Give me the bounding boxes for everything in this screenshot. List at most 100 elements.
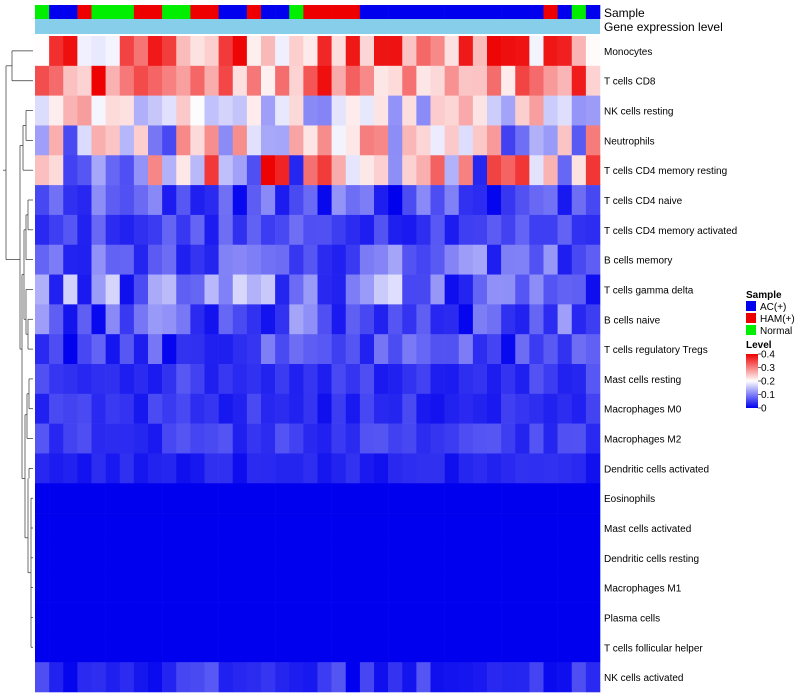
heatmap-cell <box>515 483 530 514</box>
heatmap-cell <box>585 334 601 365</box>
heatmap-cell <box>303 393 318 424</box>
sample-cell <box>246 5 262 19</box>
expression-level-track <box>35 19 600 34</box>
heatmap-cell <box>374 393 389 424</box>
heatmap-cell <box>529 185 544 216</box>
heatmap-cell <box>487 572 502 603</box>
heatmap-cell <box>105 423 121 454</box>
heatmap-cell <box>458 244 474 275</box>
heatmap-cell <box>472 632 488 663</box>
heatmap-cell <box>261 185 276 216</box>
heatmap-cell <box>472 364 488 395</box>
heatmap-cell <box>77 214 92 246</box>
heatmap-cell <box>49 364 64 395</box>
row-label: Macrophages M2 <box>604 435 682 446</box>
heatmap-cell <box>91 602 106 633</box>
heatmap-cell <box>176 453 191 484</box>
heatmap-cell <box>543 393 558 424</box>
heatmap-cell <box>49 95 64 126</box>
heatmap-cell <box>529 423 544 454</box>
heatmap-cell <box>388 214 403 246</box>
heatmap-cell <box>162 393 177 424</box>
heatmap-cell <box>359 513 375 544</box>
heatmap-cell <box>331 214 347 246</box>
heatmap-cell <box>501 364 516 395</box>
heatmap-cell <box>458 572 474 603</box>
heatmap-cell <box>472 602 488 633</box>
heatmap-cell <box>190 36 205 67</box>
heatmap-cell <box>218 155 234 186</box>
heatmap-cell <box>345 304 361 335</box>
heatmap-cell <box>543 95 558 126</box>
heatmap-cell <box>487 155 502 186</box>
heatmap-cell <box>331 632 347 663</box>
heatmap-cell <box>232 155 248 186</box>
heatmap-cell <box>402 244 417 275</box>
heatmap-cell <box>303 632 318 663</box>
heatmap-cell <box>543 483 558 514</box>
heatmap-cell <box>261 393 276 424</box>
heatmap-cell <box>331 304 347 335</box>
heatmap-cell <box>77 185 92 216</box>
heatmap-cell <box>416 304 431 335</box>
heatmap-cell <box>416 662 431 693</box>
heatmap-cell <box>359 542 375 574</box>
heatmap-cell <box>289 453 304 484</box>
heatmap-cell <box>49 125 64 156</box>
heatmap-cell <box>63 155 78 186</box>
heatmap-cell <box>402 572 417 603</box>
heatmap-cell <box>261 95 276 126</box>
heatmap-cell <box>275 185 290 216</box>
heatmap-cell <box>63 483 78 514</box>
heatmap-cell <box>317 36 332 67</box>
heatmap-cell <box>35 214 50 246</box>
heatmap-cell <box>388 185 403 216</box>
heatmap-cell <box>585 155 601 186</box>
heatmap-cell <box>345 423 361 454</box>
heatmap-cell <box>35 65 50 96</box>
heatmap-cell <box>585 274 601 305</box>
sample-cell <box>232 5 248 19</box>
heatmap-cell <box>119 304 135 335</box>
heatmap-cell <box>176 334 191 365</box>
heatmap-cell <box>402 125 417 156</box>
sample-cell <box>571 5 587 19</box>
heatmap-cell <box>190 393 205 424</box>
heatmap-cell <box>374 214 389 246</box>
heatmap-cell <box>246 364 262 395</box>
heatmap-cell <box>557 542 573 574</box>
heatmap-cell <box>402 36 417 67</box>
heatmap-cell <box>374 542 389 574</box>
heatmap-cell <box>444 155 460 186</box>
heatmap-cell <box>529 274 544 305</box>
heatmap-cell <box>331 125 347 156</box>
heatmap-cell <box>515 36 530 67</box>
heatmap-cell <box>402 95 417 126</box>
heatmap-cell <box>303 483 318 514</box>
heatmap-cell <box>246 393 262 424</box>
heatmap-cell <box>515 334 530 365</box>
heatmap-cell <box>345 155 361 186</box>
heatmap-cell <box>218 125 234 156</box>
heatmap-cell <box>571 185 587 216</box>
heatmap-cell <box>218 364 234 395</box>
heatmap-cell <box>585 393 601 424</box>
heatmap-cell <box>543 125 558 156</box>
row-label: Neutrophils <box>604 136 655 147</box>
row-label: B cells memory <box>604 256 672 267</box>
heatmap-cell <box>345 453 361 484</box>
level-colorbar <box>746 354 758 408</box>
heatmap-cell <box>402 423 417 454</box>
sample-track-label: Sample <box>604 6 645 20</box>
heatmap-cell <box>119 513 135 544</box>
row-label: T cells regulatory Tregs <box>604 345 708 356</box>
heatmap-cell <box>529 65 544 96</box>
heatmap-cell <box>359 214 375 246</box>
heatmap-cell <box>430 632 445 663</box>
heatmap-cell <box>402 155 417 186</box>
heatmap-cell <box>275 364 290 395</box>
heatmap-cell <box>388 36 403 67</box>
heatmap-cell <box>543 304 558 335</box>
heatmap-cell <box>77 95 92 126</box>
heatmap-cell <box>232 214 248 246</box>
